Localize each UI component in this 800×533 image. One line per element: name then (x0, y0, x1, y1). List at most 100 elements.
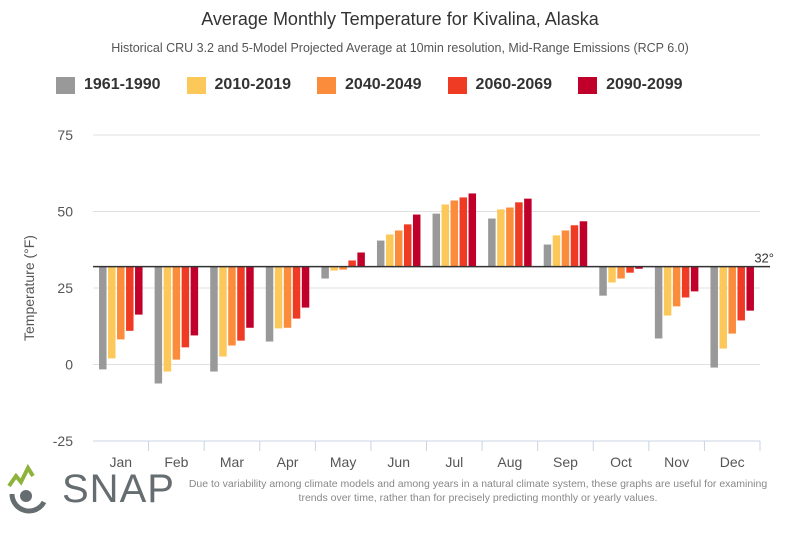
bar-2010-2019-Jul (441, 204, 450, 267)
bar-2090-2099-Nov (690, 266, 699, 292)
legend-swatch (317, 76, 337, 94)
legend-label: 2040-2049 (345, 76, 422, 93)
bar-2010-2019-Sep (552, 235, 561, 267)
bar-2090-2099-Jun (412, 214, 421, 267)
bar-2010-2019-Dec (719, 266, 727, 349)
x-tick-label: Sep (553, 454, 578, 470)
x-tick-label: Jul (445, 454, 463, 470)
bar-2040-2049-May (339, 266, 347, 270)
bar-2010-2019-Nov (663, 266, 672, 316)
x-tick-label: Aug (497, 454, 522, 470)
bar-2090-2099-Apr (301, 266, 310, 308)
bar-2090-2099-Jul (468, 193, 477, 267)
bar-1961-1990-Mar (210, 266, 218, 372)
snap-logo-icon (7, 463, 47, 514)
bar-2040-2049-Nov (672, 266, 681, 307)
bar-2010-2019-Feb (163, 266, 172, 372)
legend-label: 2010-2019 (214, 76, 292, 93)
bar-2060-2069-Jan (126, 266, 134, 331)
bar-1961-1990-May (321, 266, 329, 279)
legend-label: 1961-1990 (84, 76, 161, 93)
bar-2040-2049-Dec (728, 266, 736, 334)
bar-1961-1990-Aug (488, 218, 496, 267)
bar-2010-2019-Aug (497, 209, 505, 267)
legend-item[interactable]: 2060-2069 (447, 76, 553, 94)
x-tick-label: Dec (720, 454, 745, 470)
x-tick-label: Oct (610, 454, 632, 470)
bar-2010-2019-Oct (608, 266, 616, 283)
legend-item[interactable]: 2090-2099 (578, 76, 683, 94)
bar-2060-2069-May (348, 260, 356, 267)
chart-title: Average Monthly Temperature for Kivalina… (201, 9, 599, 29)
y-axis-label: Temperature (°F) (21, 235, 37, 341)
snap-logo-text: SNAP (62, 467, 175, 511)
x-tick-label: Nov (664, 454, 689, 470)
bar-2040-2049-Jul (450, 200, 459, 267)
bar-2010-2019-Mar (219, 266, 227, 357)
y-tick-label: 50 (57, 204, 73, 220)
bar-2060-2069-Aug (515, 202, 523, 267)
bar-2040-2049-Feb (172, 266, 181, 360)
legend-label: 2090-2099 (606, 76, 683, 93)
legend: 1961-1990 2010-2019 2040-2049 2060-2069 2090… (56, 76, 709, 94)
bar-2040-2049-Jan (117, 266, 125, 340)
bar-2060-2069-Apr (292, 266, 301, 319)
legend-swatch (578, 76, 598, 94)
bar-2010-2019-Apr (274, 266, 283, 329)
bar-2060-2069-Mar (237, 266, 245, 341)
legend-item[interactable]: 2040-2049 (317, 76, 422, 94)
bar-2040-2049-Aug (506, 207, 514, 267)
bar-1961-1990-Jul (432, 213, 441, 267)
bar-2090-2099-May (357, 252, 365, 267)
bar-1961-1990-Dec (710, 266, 718, 368)
bar-2010-2019-Jan (108, 266, 116, 359)
bar-2040-2049-Mar (228, 266, 236, 346)
legend-swatch (186, 76, 206, 94)
bar-1961-1990-Sep (543, 244, 552, 267)
bar-2040-2049-Sep (561, 230, 570, 267)
bar-2010-2019-May (330, 266, 338, 271)
bar-2060-2069-Feb (181, 266, 190, 348)
bar-2090-2099-Mar (246, 266, 254, 328)
bar-2040-2049-Apr (283, 266, 292, 328)
bar-1961-1990-Jun (376, 240, 385, 267)
legend-item[interactable]: 2010-2019 (186, 76, 292, 94)
legend-swatch (447, 76, 467, 94)
legend-swatch (56, 76, 75, 94)
y-tick-label: 25 (57, 280, 73, 296)
bar-2060-2069-Dec (737, 266, 745, 321)
bar-2040-2049-Oct (617, 266, 625, 279)
legend-label: 2060-2069 (475, 76, 553, 93)
footer-note: Due to variability among climate models … (188, 478, 768, 504)
bar-2040-2049-Jun (394, 230, 403, 267)
bar-2090-2099-Dec (746, 266, 754, 311)
x-tick-label: Feb (164, 454, 188, 470)
legend-item[interactable]: 1961-1990 (56, 76, 161, 94)
bar-1961-1990-Jan (99, 266, 107, 370)
bar-1961-1990-Nov (654, 266, 663, 339)
chart-subtitle: Historical CRU 3.2 and 5-Model Projected… (111, 41, 689, 55)
y-tick-label: -25 (53, 433, 73, 449)
baseline-label: 32° (754, 251, 774, 266)
bar-2090-2099-Feb (190, 266, 199, 336)
bar-2060-2069-Jul (459, 197, 468, 267)
x-tick-label: Jun (387, 454, 410, 470)
bar-1961-1990-Oct (599, 266, 607, 296)
bar-1961-1990-Apr (265, 266, 274, 342)
bar-1961-1990-Feb (154, 266, 163, 384)
x-tick-label: Apr (277, 454, 299, 470)
x-tick-label: Jan (110, 454, 133, 470)
bar-2090-2099-Oct (635, 266, 643, 269)
bar-2090-2099-Aug (524, 198, 532, 267)
y-tick-label: 0 (65, 357, 73, 373)
x-tick-label: May (330, 454, 356, 470)
bar-2090-2099-Jan (135, 266, 143, 315)
x-tick-label: Mar (220, 454, 244, 470)
bar-2060-2069-Sep (570, 225, 579, 267)
bar-2090-2099-Sep (579, 221, 588, 267)
bar-2060-2069-Jun (403, 224, 412, 267)
bar-2010-2019-Jun (385, 234, 394, 267)
bar-2060-2069-Oct (626, 266, 634, 273)
y-tick-label: 75 (57, 127, 73, 143)
